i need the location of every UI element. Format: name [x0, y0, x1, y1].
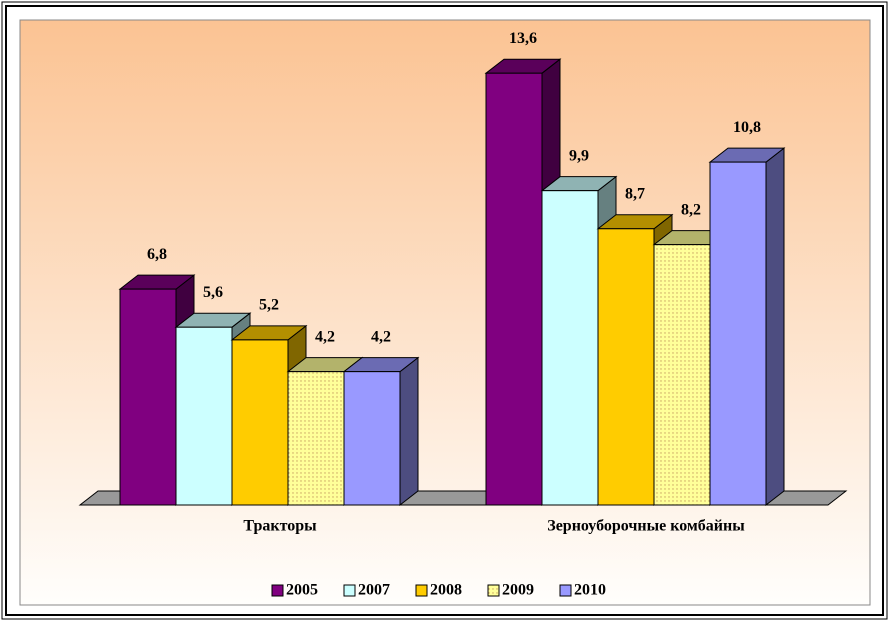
value-label: 8,7	[625, 185, 645, 202]
value-label: 6,8	[147, 246, 167, 263]
inner-frame	[5, 5, 884, 616]
bar	[175, 326, 233, 506]
value-label: 8,2	[681, 201, 701, 218]
value-label: 10,8	[733, 119, 761, 136]
legend-label: 2005	[286, 582, 318, 599]
value-label: 9,9	[569, 147, 589, 164]
bar	[343, 371, 401, 506]
bar	[485, 72, 543, 506]
value-label: 13,6	[509, 30, 537, 47]
bar	[541, 190, 599, 506]
bar	[287, 371, 345, 506]
bar	[653, 244, 711, 506]
legend-swatch	[271, 584, 284, 597]
x-tick-label: Тракторы	[243, 518, 317, 535]
legend-swatch	[487, 584, 500, 597]
legend-label: 2010	[574, 582, 606, 599]
value-label: 5,2	[259, 297, 279, 314]
bar-side	[399, 356, 419, 507]
bar	[119, 288, 177, 506]
legend-swatch	[559, 584, 572, 597]
legend-swatch	[415, 584, 428, 597]
bar	[709, 161, 767, 506]
legend-swatch	[343, 584, 356, 597]
value-label: 4,2	[371, 328, 391, 345]
x-tick-label: Зерноуборочные комбайны	[547, 518, 745, 535]
bar-side	[765, 147, 785, 507]
legend-label: 2009	[502, 582, 534, 599]
value-label: 5,6	[203, 284, 223, 301]
legend-label: 2008	[430, 582, 462, 599]
bar	[597, 228, 655, 506]
legend-label: 2007	[358, 582, 390, 599]
bar	[231, 339, 289, 506]
value-label: 4,2	[315, 328, 335, 345]
